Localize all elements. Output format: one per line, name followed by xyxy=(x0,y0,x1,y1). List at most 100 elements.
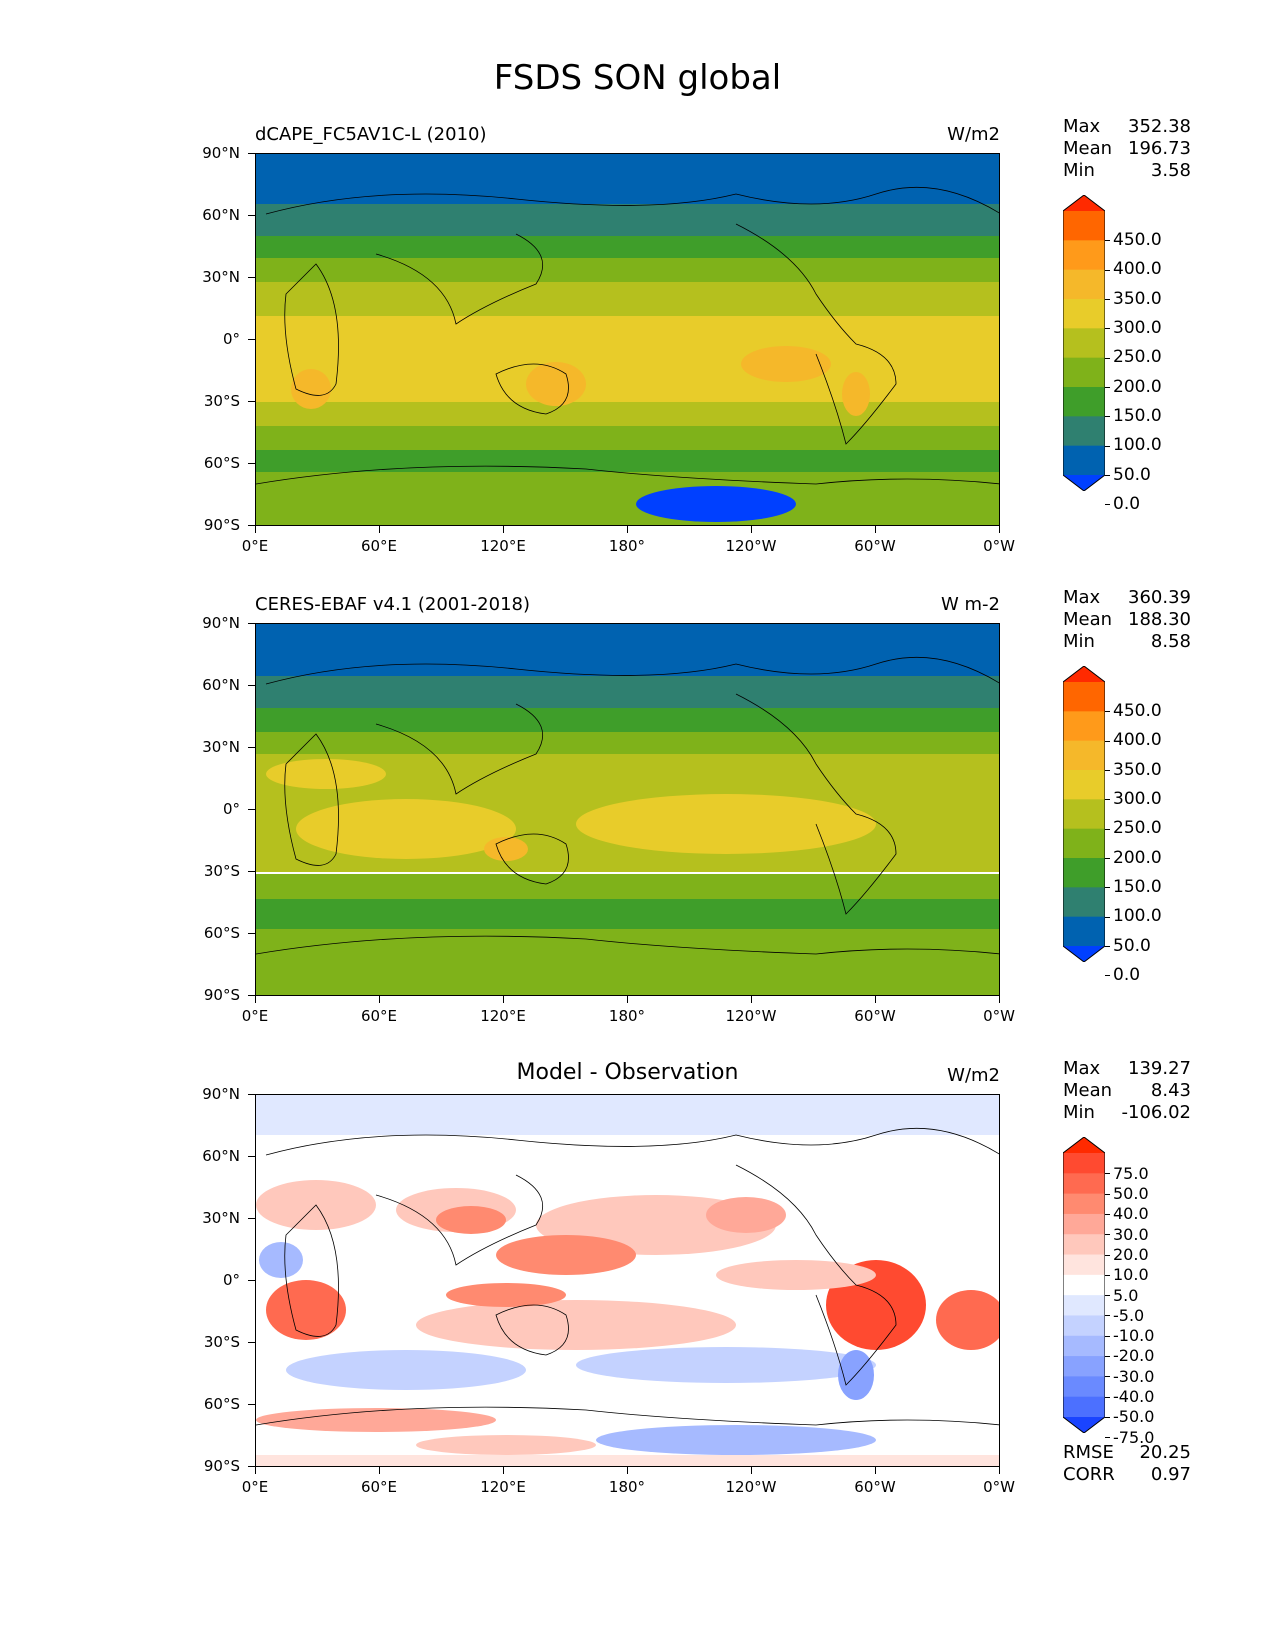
stat-max: 139.27 xyxy=(1128,1058,1191,1079)
x-tick-label: 120°E xyxy=(480,1007,526,1025)
colorbar-swatch xyxy=(1063,828,1105,859)
colorbar-extend-min xyxy=(1063,1417,1105,1433)
colorbar-extend-max xyxy=(1063,666,1105,682)
colorbar-tick xyxy=(1105,1396,1110,1398)
map-difference xyxy=(255,1094,1000,1467)
y-tick-label: 60°N xyxy=(202,1147,240,1165)
stat-max-label: Max xyxy=(1063,1058,1101,1079)
panel-model: dCAPE_FC5AV1C-L (2010) W/m2 xyxy=(0,0,1275,555)
x-tick xyxy=(751,1467,752,1474)
colorbar-level-label: 50.0 xyxy=(1113,464,1151,485)
colorbar-level-label: -40.0 xyxy=(1113,1387,1155,1407)
y-tick-label: 90°N xyxy=(202,1085,240,1103)
colorbar-swatch xyxy=(1063,387,1105,417)
colorbar-swatch xyxy=(1063,445,1105,476)
x-tick-label: 60°E xyxy=(360,1007,398,1025)
y-tick-label: 30°S xyxy=(203,862,240,880)
x-tick xyxy=(751,996,752,1003)
colorbar-graphic xyxy=(1062,665,1106,963)
x-tick xyxy=(875,996,876,1003)
x-tick-label: 120°E xyxy=(480,537,526,555)
colorbar-swatch xyxy=(1063,211,1105,241)
x-tick-label: 60°W xyxy=(854,1478,896,1496)
x-tick xyxy=(999,526,1000,533)
x-tick-label: 60°W xyxy=(854,1007,896,1025)
figure-title: FSDS SON global xyxy=(493,58,782,98)
y-tick-label: 30°S xyxy=(203,1333,240,1351)
y-tick xyxy=(248,623,255,624)
colorbar-swatch xyxy=(1063,1376,1105,1398)
colorbar-level-label: 300.0 xyxy=(1113,318,1162,339)
stat-mean: 8.43 xyxy=(1150,1080,1191,1101)
x-tick xyxy=(379,1467,380,1474)
y-tick-label: 60°N xyxy=(202,206,240,224)
y-tick xyxy=(248,933,255,934)
y-tick xyxy=(248,401,255,402)
colorbar-tick xyxy=(1105,1213,1110,1215)
colorbar-swatch xyxy=(1063,1315,1105,1337)
colorbar-tick xyxy=(1105,946,1110,947)
colorbar-level-label: -30.0 xyxy=(1113,1366,1155,1386)
colorbar-swatch xyxy=(1063,1274,1105,1296)
x-tick-label: 60°E xyxy=(360,537,398,555)
x-tick xyxy=(751,526,752,533)
corr-label: CORR xyxy=(1063,1464,1115,1485)
colorbar-swatch xyxy=(1063,1193,1105,1215)
stat-min: 8.58 xyxy=(1150,631,1191,652)
x-tick xyxy=(255,1467,256,1474)
y-tick xyxy=(248,1280,255,1281)
skill-scores: RMSE 20.25 CORR 0.97 xyxy=(1063,1442,1191,1486)
colorbar-swatch xyxy=(1063,682,1105,712)
colorbar-level-label: -10.0 xyxy=(1113,1326,1155,1346)
y-tick-label: 60°S xyxy=(203,454,240,472)
colorbar-swatch xyxy=(1063,1356,1105,1377)
colorbar-level-label: 30.0 xyxy=(1113,1224,1149,1244)
colorbar-swatch xyxy=(1063,299,1105,329)
y-tick xyxy=(248,871,255,872)
colorbar-level-label: -50.0 xyxy=(1113,1407,1155,1427)
y-tick xyxy=(248,1466,255,1467)
colorbar-extend-min xyxy=(1063,475,1105,491)
colorbar-swatch xyxy=(1063,416,1105,447)
stat-mean-label: Mean xyxy=(1063,609,1113,630)
colorbar-level-label: 75.0 xyxy=(1113,1163,1149,1183)
colorbar-swatch xyxy=(1063,711,1105,742)
stats-box: Max 352.38 Mean 196.73 Min 3.58 xyxy=(1063,116,1191,182)
colorbar-swatch xyxy=(1063,1213,1105,1235)
y-tick xyxy=(248,685,255,686)
x-tick-label: 180° xyxy=(608,1007,646,1025)
colorbar-tick xyxy=(1105,357,1110,359)
map-observation-field xyxy=(256,624,999,995)
colorbar-tick xyxy=(1105,504,1110,506)
stat-min-label: Min xyxy=(1063,1102,1095,1123)
colorbar-tick xyxy=(1105,740,1110,742)
rmse-label: RMSE xyxy=(1063,1442,1114,1463)
stat-mean-label: Mean xyxy=(1063,1080,1113,1101)
colorbar-extend-max xyxy=(1063,195,1105,211)
colorbar-level-label: 10.0 xyxy=(1113,1265,1149,1285)
colorbar-level-label: 250.0 xyxy=(1113,347,1162,368)
x-tick xyxy=(255,996,256,1003)
colorbar-tick xyxy=(1105,269,1110,271)
y-tick-label: 60°N xyxy=(202,676,240,694)
y-tick-label: 90°S xyxy=(203,986,240,1004)
colorbar-swatch xyxy=(1063,770,1105,800)
x-tick-label: 0°E xyxy=(241,1478,269,1496)
colorbar-tick xyxy=(1105,1193,1110,1195)
x-tick-label: 0°E xyxy=(241,1007,269,1025)
colorbar-level-label: 0.0 xyxy=(1113,494,1141,515)
x-tick xyxy=(503,1467,504,1474)
panel-title-left: dCAPE_FC5AV1C-L (2010) xyxy=(255,124,487,145)
x-tick-label: 0°E xyxy=(241,537,269,555)
colorbar-level-label: 100.0 xyxy=(1113,906,1162,927)
colorbar-tick xyxy=(1105,240,1110,242)
stat-max: 360.39 xyxy=(1128,587,1191,608)
y-tick xyxy=(248,1094,255,1095)
panel-units: W/m2 xyxy=(947,124,1000,145)
colorbar-tick xyxy=(1105,416,1110,418)
colorbar-level-label: 150.0 xyxy=(1113,406,1162,427)
y-tick xyxy=(248,339,255,340)
colorbar: 450.0 400.0 350.0 300.0 250.0 200.0 150.0 100.0… xyxy=(1062,194,1162,514)
colorbar-level-label: 200.0 xyxy=(1113,376,1162,397)
colorbar-tick xyxy=(1105,1356,1110,1358)
